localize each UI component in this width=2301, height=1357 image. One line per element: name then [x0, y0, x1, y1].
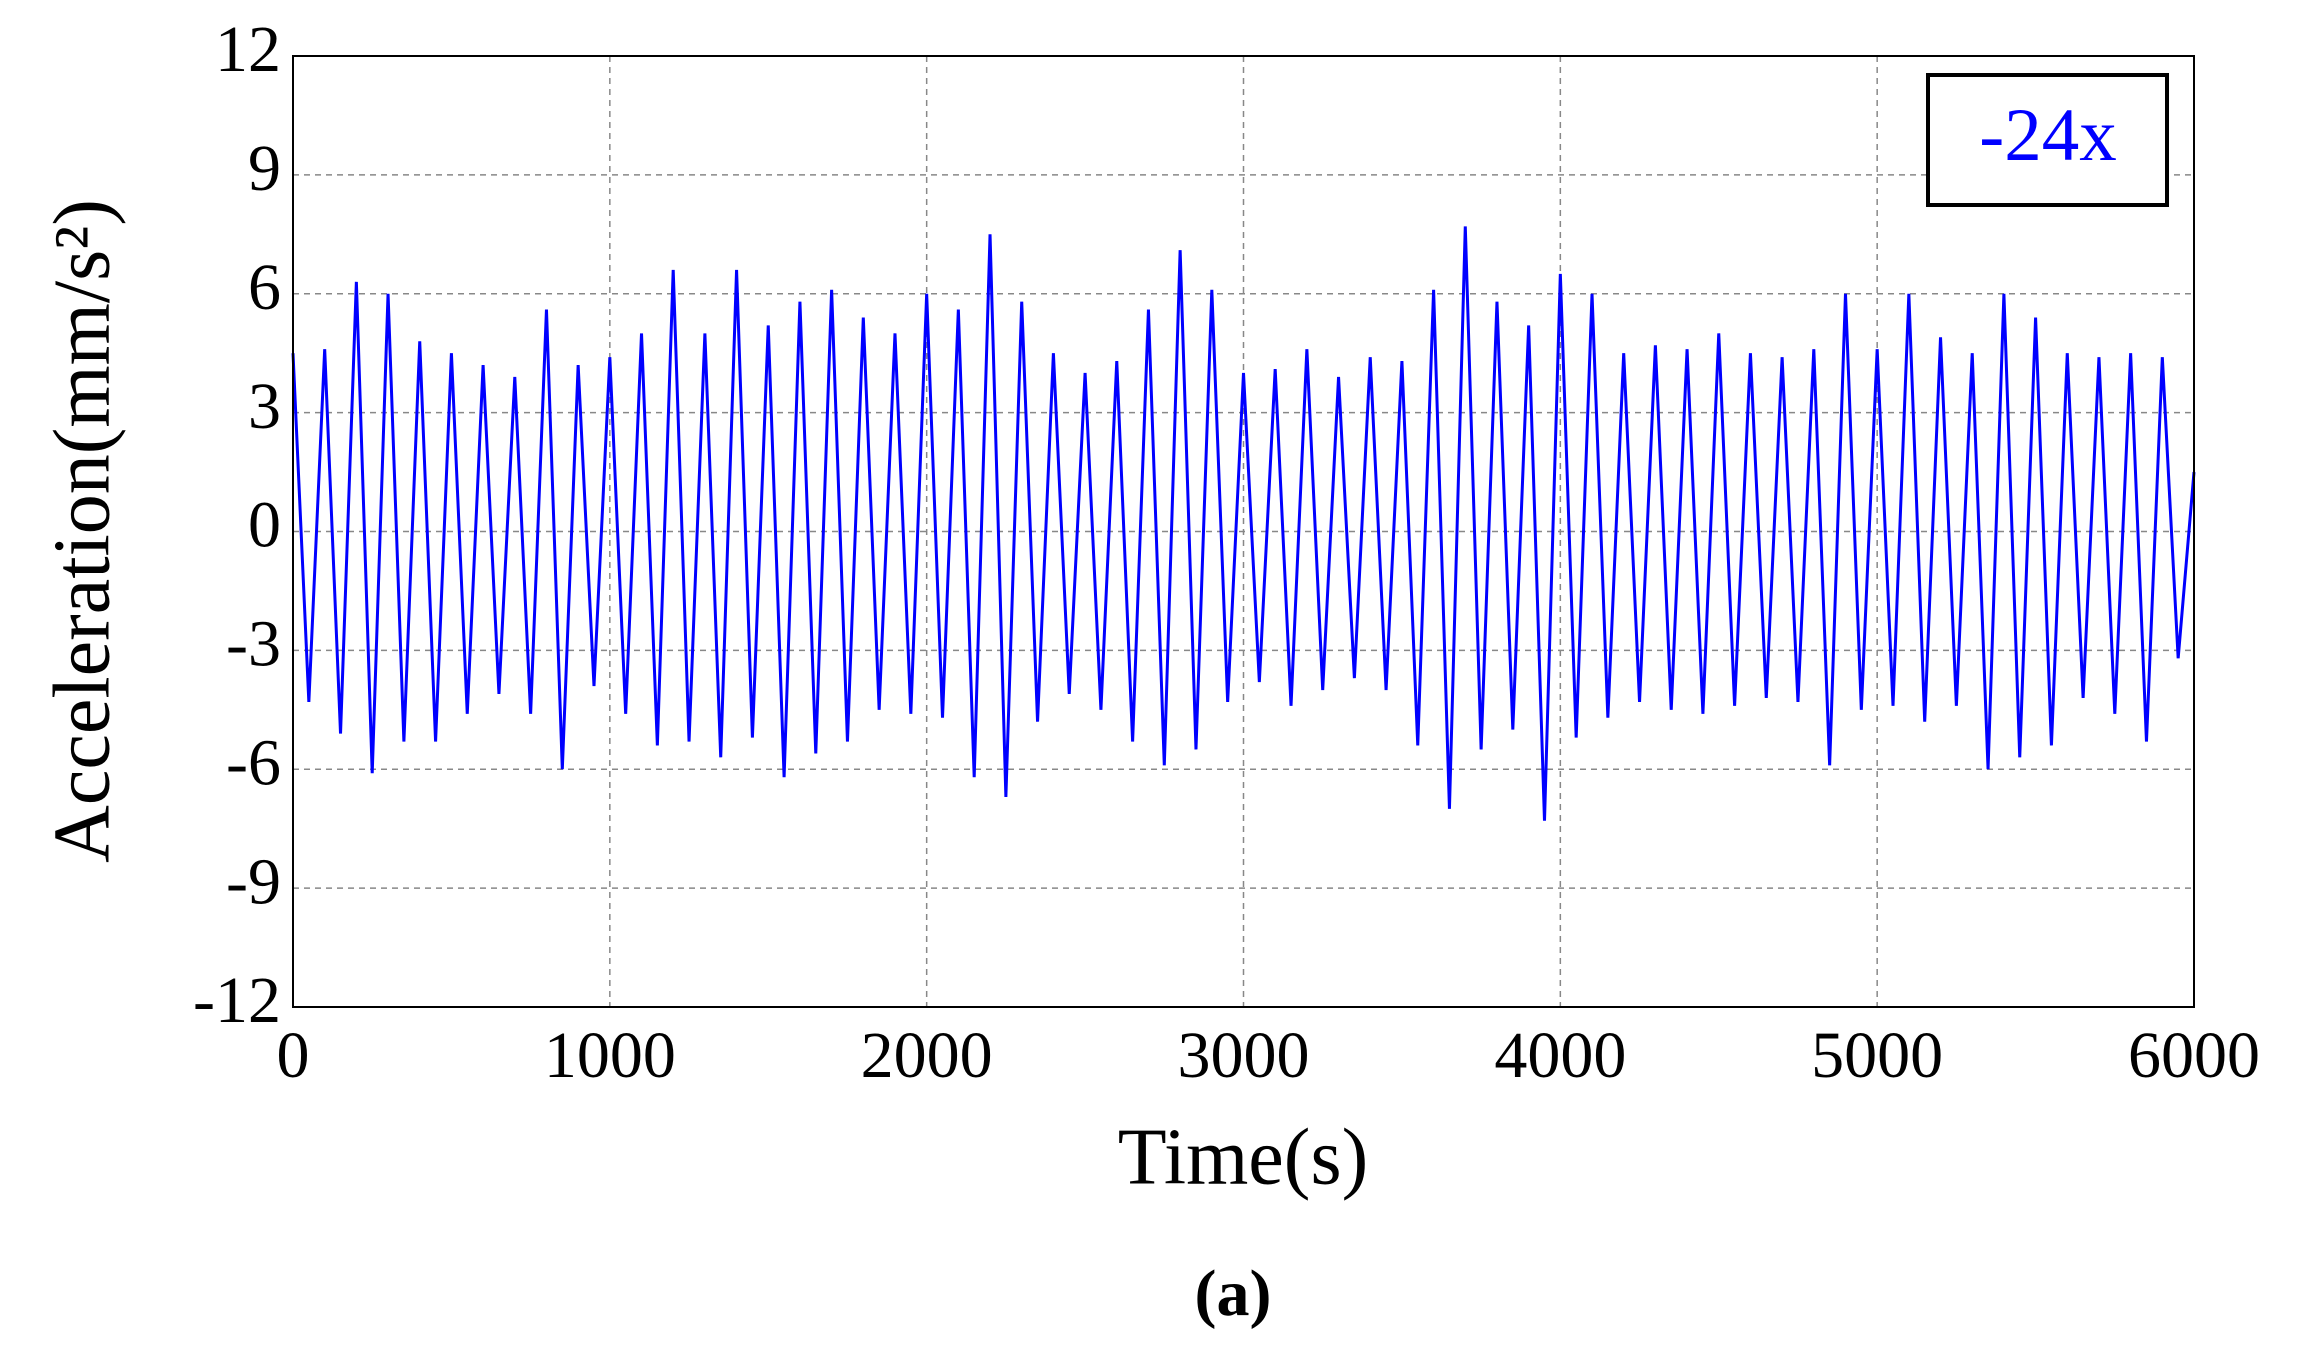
- data-line: [291, 226, 2196, 821]
- y-tick-label: -9: [226, 845, 281, 918]
- x-tick-label: 3000: [1178, 1019, 1310, 1092]
- caption: (a): [1195, 1257, 1272, 1330]
- x-axis-label: Time(s): [1118, 1113, 1368, 1201]
- y-tick-label: -6: [226, 726, 281, 799]
- x-tick-label: 5000: [1811, 1019, 1943, 1092]
- y-tick-label: -12: [193, 964, 281, 1037]
- x-tick-label: 2000: [861, 1019, 993, 1092]
- x-tick-label: 6000: [2128, 1019, 2260, 1092]
- plot-frame: [292, 55, 2195, 1008]
- x-tick-label: 0: [277, 1019, 310, 1092]
- y-tick-label: 9: [248, 132, 281, 205]
- y-axis-label: Acceleration(mm/s²): [38, 199, 126, 863]
- legend-box: [1926, 73, 2169, 207]
- y-tick-label: 12: [215, 13, 281, 86]
- y-tick-label: 6: [248, 251, 281, 324]
- x-tick-label: 4000: [1494, 1019, 1626, 1092]
- y-tick-label: -3: [226, 608, 281, 681]
- y-tick-label: 0: [248, 489, 281, 562]
- x-tick-label: 1000: [544, 1019, 676, 1092]
- y-tick-label: 3: [248, 370, 281, 443]
- legend-label: -24x: [1979, 94, 2116, 177]
